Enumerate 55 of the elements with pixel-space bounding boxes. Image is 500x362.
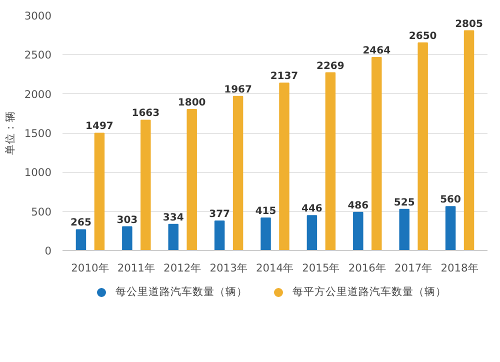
bar <box>122 226 132 250</box>
x-tick-label: 2012年 <box>164 262 202 274</box>
data-label: 1663 <box>132 108 160 120</box>
data-label: 525 <box>394 197 415 208</box>
data-label: 334 <box>162 212 184 224</box>
data-label: 303 <box>116 214 138 226</box>
bar <box>464 30 474 250</box>
bar <box>76 229 86 250</box>
data-label: 446 <box>302 204 322 215</box>
data-label: 1497 <box>86 121 114 132</box>
y-tick-label: 1000 <box>24 166 52 180</box>
bar <box>260 217 271 250</box>
x-tick-label: 2014年 <box>256 262 294 274</box>
y-tick-label: 1500 <box>24 127 52 140</box>
bar <box>372 56 382 250</box>
y-axis-title: 单位：辆 <box>3 111 16 155</box>
bar <box>232 96 244 250</box>
bar <box>94 132 105 250</box>
y-tick-label: 500 <box>31 205 52 218</box>
bar <box>168 224 178 250</box>
legend-label: 每平方公里道路汽车数量（辆） <box>292 285 446 299</box>
data-label: 486 <box>348 200 369 212</box>
bar <box>186 109 197 250</box>
data-label: 2269 <box>316 60 344 72</box>
data-label: 415 <box>255 206 276 217</box>
data-label: 2464 <box>362 45 391 56</box>
x-tick-label: 2018年 <box>440 262 479 274</box>
legend-label: 每公里道路汽车数量（辆） <box>116 285 248 299</box>
bar <box>279 82 290 250</box>
y-tick-label: 2500 <box>24 48 52 62</box>
bar <box>325 72 336 250</box>
data-label: 377 <box>209 208 230 220</box>
y-tick-label: 2000 <box>24 88 52 101</box>
data-label: 1800 <box>178 98 206 108</box>
bar <box>306 215 318 250</box>
x-tick-label: 2011年 <box>117 262 156 274</box>
bar <box>353 212 364 250</box>
data-label: 265 <box>70 218 92 229</box>
data-label: 1967 <box>224 84 252 96</box>
data-label: 2137 <box>270 71 298 82</box>
data-label: 2805 <box>455 18 483 30</box>
bar <box>214 220 225 250</box>
data-label: 2650 <box>408 30 437 42</box>
x-tick-label: 2013年 <box>210 262 248 274</box>
x-tick-label: 2010年 <box>71 262 110 274</box>
bar <box>399 208 410 250</box>
bar <box>445 206 456 250</box>
data-label: 560 <box>440 194 462 206</box>
bar <box>140 120 151 250</box>
y-tick-label: 0 <box>44 244 52 258</box>
x-tick-label: 2016年 <box>348 262 386 274</box>
bar <box>418 42 428 250</box>
x-tick-label: 2017年 <box>394 262 433 274</box>
x-tick-label: 2015年 <box>302 262 340 274</box>
y-tick-label: 3000 <box>24 10 52 22</box>
